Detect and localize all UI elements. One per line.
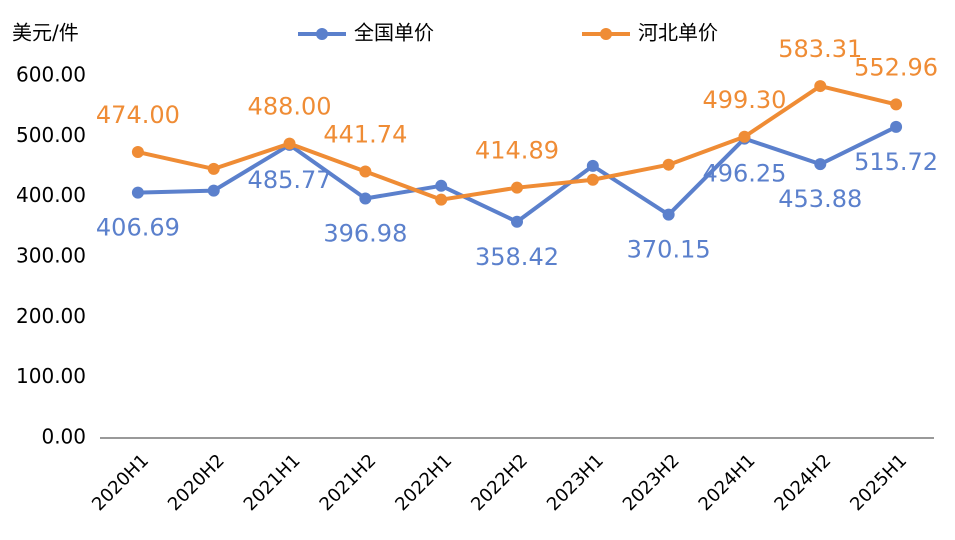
value-label: 496.25 (702, 160, 786, 188)
point (511, 181, 523, 194)
y-tick-label: 0.00 (41, 425, 86, 449)
point (586, 173, 599, 186)
y-tick-label: 200.00 (16, 304, 86, 328)
x-tick-label: 2025H1 (846, 450, 911, 515)
x-tick-label: 2023H1 (543, 450, 608, 515)
point (586, 159, 599, 172)
x-tick-label: 2020H1 (88, 450, 153, 515)
point (359, 165, 372, 178)
x-tick-label: 2020H2 (164, 450, 229, 515)
value-label: 552.96 (854, 53, 938, 81)
y-tick-label: 400.00 (16, 183, 86, 207)
x-tick-label: 2022H2 (467, 450, 532, 515)
x-tick-label: 2022H1 (391, 450, 456, 515)
legend-label: 全国单价 (354, 21, 434, 45)
point (662, 158, 675, 171)
value-label: 488.00 (248, 93, 332, 121)
x-tick-label: 2021H1 (240, 450, 305, 515)
point (359, 192, 372, 205)
legend-marker (316, 28, 328, 40)
point (738, 130, 751, 143)
x-tick-label: 2023H2 (619, 450, 684, 515)
x-tick-label: 2024H2 (770, 450, 835, 515)
point (435, 193, 448, 206)
value-label: 441.74 (323, 120, 407, 148)
value-label: 583.31 (778, 35, 862, 63)
value-label: 515.72 (854, 148, 938, 176)
point (283, 137, 296, 150)
point (814, 80, 827, 93)
value-label: 499.30 (702, 86, 786, 114)
y-tick-label: 500.00 (16, 123, 86, 147)
value-label: 396.98 (323, 219, 407, 247)
point (435, 179, 448, 192)
point (207, 162, 220, 175)
y-tick-label: 100.00 (16, 364, 86, 388)
point (511, 215, 523, 228)
value-label: 406.69 (96, 214, 180, 242)
value-label: 370.15 (627, 236, 711, 264)
value-label: 485.77 (248, 166, 332, 194)
point (662, 208, 675, 221)
value-label: 414.89 (475, 137, 559, 165)
y-tick-label: 300.00 (16, 244, 86, 268)
legend-marker (600, 28, 612, 40)
point (890, 98, 903, 111)
y-axis-label: 美元/件 (12, 21, 79, 45)
value-label: 474.00 (96, 101, 180, 129)
value-label: 358.42 (475, 243, 559, 271)
point (131, 146, 144, 159)
x-tick-label: 2021H2 (316, 450, 381, 515)
value-label: 453.88 (778, 185, 862, 213)
y-tick-label: 600.00 (16, 63, 86, 87)
point (890, 120, 903, 133)
point (131, 186, 144, 199)
point (814, 158, 827, 171)
x-tick-label: 2024H1 (695, 450, 760, 515)
legend-label: 河北单价 (638, 21, 718, 45)
point (207, 184, 220, 197)
